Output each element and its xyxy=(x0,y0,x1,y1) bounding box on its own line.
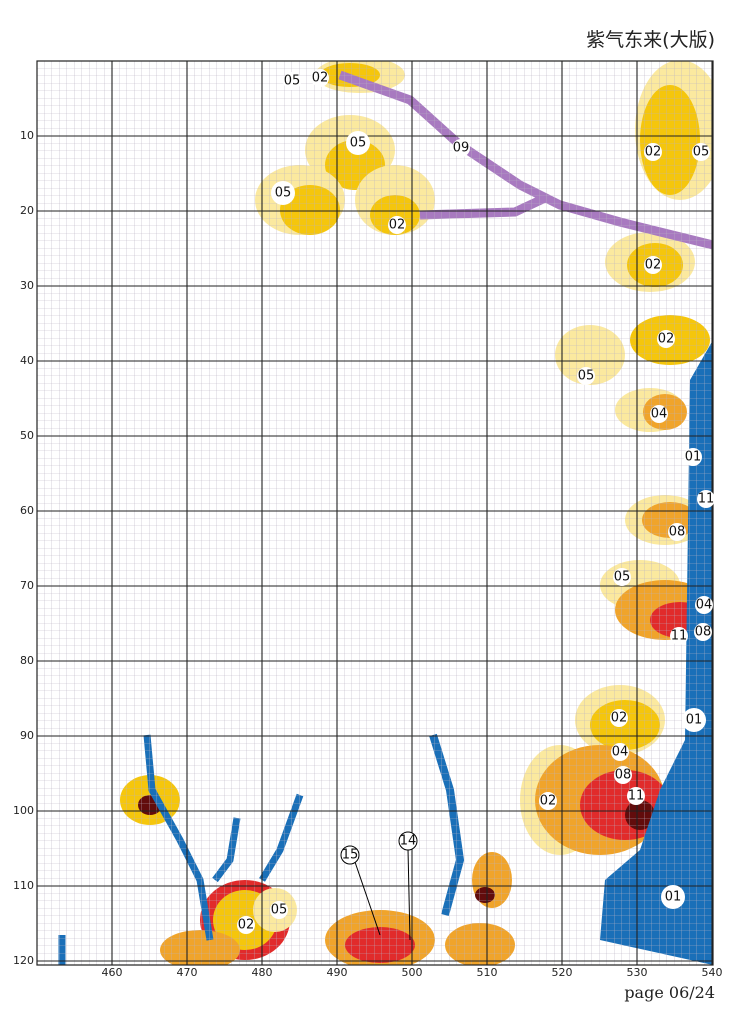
x-tick-label: 540 xyxy=(702,966,723,979)
symbol-badge xyxy=(668,523,686,541)
symbol-label: 01 xyxy=(665,890,682,905)
symbol-badge xyxy=(692,143,710,161)
symbol-badge xyxy=(346,131,370,155)
symbol-label: 05 xyxy=(350,136,367,151)
x-tick-label: 530 xyxy=(627,966,648,979)
symbol-badge xyxy=(657,330,675,348)
symbol-badge xyxy=(270,901,288,919)
y-tick-label: 90 xyxy=(20,729,34,742)
x-tick-label: 460 xyxy=(102,966,123,979)
symbol-badge xyxy=(311,69,329,87)
symbol-label: 05 xyxy=(284,74,301,89)
symbol-badge xyxy=(644,256,662,274)
symbol-label: 15 xyxy=(342,848,359,863)
symbol-label: 08 xyxy=(669,525,686,540)
grid-border xyxy=(36,60,714,966)
symbol-badge xyxy=(283,72,301,90)
symbol-label: 02 xyxy=(389,218,406,233)
symbol-badge xyxy=(610,709,628,727)
symbol-label: 05 xyxy=(271,903,288,918)
symbol-label: 02 xyxy=(658,332,675,347)
symbol-label: 14 xyxy=(400,834,417,849)
stitch-area xyxy=(37,61,713,965)
title: 紫气东来(大版) xyxy=(586,29,715,51)
symbol-badge xyxy=(577,367,595,385)
major-grid xyxy=(37,61,713,965)
symbol-badge xyxy=(271,181,295,205)
symbol-label: 05 xyxy=(693,145,710,160)
symbol-label: 11 xyxy=(698,492,715,507)
symbol-label: 01 xyxy=(686,713,703,728)
symbol-badge xyxy=(611,743,629,761)
page-number: page 06/24 xyxy=(624,983,715,1002)
symbol-labels: 05 02 05 05 02 09 02 05 02 02 05 04 01 11 08 05 04 11 08 02… xyxy=(237,69,715,934)
symbol-label: 11 xyxy=(628,789,645,804)
y-tick-label: 60 xyxy=(20,504,34,517)
y-tick-label: 110 xyxy=(13,879,34,892)
y-tick-label: 100 xyxy=(13,804,34,817)
symbol-label: 05 xyxy=(578,369,595,384)
symbol-label: 05 xyxy=(614,570,631,585)
x-tick-label: 510 xyxy=(477,966,498,979)
symbol-label: 08 xyxy=(615,768,632,783)
symbol-badge xyxy=(237,916,255,934)
symbol-badge xyxy=(650,405,668,423)
symbol-label: 02 xyxy=(312,71,329,86)
symbol-badge xyxy=(695,596,713,614)
symbol-label: 01 xyxy=(685,450,702,465)
symbol-badge xyxy=(661,885,685,909)
symbol-label: 02 xyxy=(611,711,628,726)
y-tick-label: 70 xyxy=(20,579,34,592)
symbol-badge xyxy=(539,792,557,810)
y-tick-label: 120 xyxy=(13,954,34,967)
x-tick-label: 480 xyxy=(252,966,273,979)
symbol-badge xyxy=(644,143,662,161)
symbol-badge xyxy=(340,845,360,865)
symbol-badge xyxy=(684,448,702,466)
y-tick-label: 20 xyxy=(20,204,34,217)
symbol-badge xyxy=(388,216,406,234)
symbol-label: 02 xyxy=(645,258,662,273)
symbol-badge xyxy=(452,139,470,157)
pointer xyxy=(407,848,411,941)
symbol-label: 02 xyxy=(238,918,255,933)
y-tick-label: 10 xyxy=(20,129,34,142)
symbol-label: 04 xyxy=(651,407,668,422)
x-tick-label: 470 xyxy=(177,966,198,979)
x-tick-label: 490 xyxy=(327,966,348,979)
symbol-badge xyxy=(613,568,631,586)
x-tick-label: 520 xyxy=(552,966,573,979)
y-tick-label: 40 xyxy=(20,354,34,367)
symbol-badge xyxy=(614,766,632,784)
symbol-label: 11 xyxy=(671,629,688,644)
symbol-label: 02 xyxy=(645,145,662,160)
symbol-badge xyxy=(682,708,706,732)
symbol-label: 08 xyxy=(695,625,712,640)
symbol-label: 05 xyxy=(275,186,292,201)
symbol-badge xyxy=(697,490,715,508)
y-tick-label: 50 xyxy=(20,429,34,442)
symbol-label: 04 xyxy=(696,598,713,613)
symbol-label: 04 xyxy=(612,745,629,760)
x-tick-label: 500 xyxy=(402,966,423,979)
pointer xyxy=(354,861,381,936)
symbol-label: 09 xyxy=(453,141,470,156)
symbol-badge xyxy=(627,787,645,805)
symbol-badge xyxy=(694,623,712,641)
symbol-badge xyxy=(398,831,418,851)
y-tick-label: 80 xyxy=(20,654,34,667)
y-tick-label: 30 xyxy=(20,279,34,292)
symbol-label: 02 xyxy=(540,794,557,809)
symbol-badge xyxy=(670,627,688,645)
